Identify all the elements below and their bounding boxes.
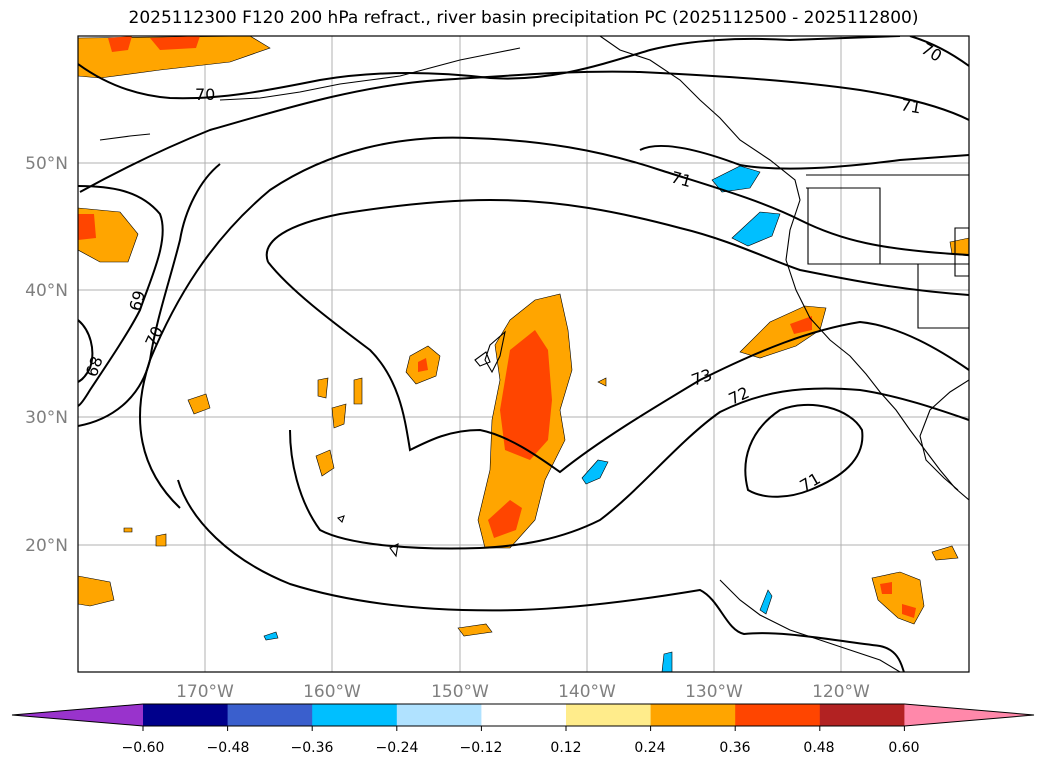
colorbar-segment	[143, 704, 229, 726]
colorbar-segment	[735, 704, 821, 726]
contour-label: 71	[669, 168, 694, 192]
contour-73	[267, 261, 969, 474]
colorbar-tick-label: 0.12	[550, 740, 581, 756]
negative-anomaly-areas	[263, 165, 781, 672]
colorbar-tick-label: −0.48	[207, 740, 250, 756]
contour-label: 69	[126, 288, 150, 313]
colorbar-segment	[227, 704, 313, 726]
lon-label: 130°W	[685, 682, 743, 702]
lon-label: 140°W	[558, 682, 616, 702]
lat-label: 50°N	[25, 154, 68, 174]
contour-lines	[78, 36, 969, 672]
lat-label: 40°N	[25, 281, 68, 301]
contour-72-ring	[265, 198, 969, 296]
contour-label: 71	[899, 95, 922, 117]
colorbar-segment	[566, 704, 652, 726]
lon-label: 170°W	[176, 682, 234, 702]
contour-73-south	[289, 387, 969, 550]
lat-label: 20°N	[25, 536, 68, 556]
colorbar-segment	[481, 704, 567, 726]
contour-label: 70	[195, 85, 215, 104]
colorbar-extend-max	[904, 704, 1034, 726]
latitude-labels: 50°N 40°N 30°N 20°N	[25, 154, 68, 556]
colorbar-tick-label: 0.60	[888, 740, 919, 756]
colorbar-extend-min	[12, 704, 143, 726]
colorbar-tick-label: 0.24	[634, 740, 665, 756]
contour-70-north	[78, 36, 901, 100]
colorbar-tick-label: −0.12	[460, 740, 503, 756]
lon-label: 120°W	[812, 682, 870, 702]
contour-71-southeast	[744, 403, 864, 498]
colorbar-segment	[312, 704, 398, 726]
contour-68	[78, 319, 94, 383]
colorbar-segment	[650, 704, 736, 726]
colorbar-tick-label: −0.36	[291, 740, 334, 756]
map-title: 2025112300 F120 200 hPa refract., river …	[128, 8, 919, 28]
strong-positive-anomaly-areas	[78, 36, 916, 618]
colorbar-tick-label: 0.48	[803, 740, 834, 756]
graticule	[78, 36, 969, 672]
colorbar-tick-label: −0.60	[122, 740, 165, 756]
contour-70-northeast	[909, 36, 969, 67]
lon-label: 150°W	[431, 682, 489, 702]
colorbar-tick-label: −0.24	[376, 740, 419, 756]
contour-71-north	[79, 70, 969, 193]
contour-69	[78, 185, 164, 407]
colorbar-segment	[396, 704, 482, 726]
longitude-labels: 170°W 160°W 150°W 140°W 130°W 120°W	[176, 682, 870, 702]
map-frame	[77, 35, 970, 673]
colorbar-tick-label: 0.36	[719, 740, 750, 756]
contour-70-west	[78, 163, 221, 427]
coastlines	[99, 36, 969, 672]
contour-72-south	[177, 479, 905, 672]
colorbar-segment	[819, 704, 905, 726]
contour-71-inner-loop	[639, 144, 969, 170]
lat-label: 30°N	[25, 408, 68, 428]
colorbar-ticks: −0.60 −0.48 −0.36 −0.24 −0.12 0.12 0.24 …	[122, 740, 920, 756]
lon-label: 160°W	[303, 682, 361, 702]
colorbar	[11, 703, 1035, 731]
